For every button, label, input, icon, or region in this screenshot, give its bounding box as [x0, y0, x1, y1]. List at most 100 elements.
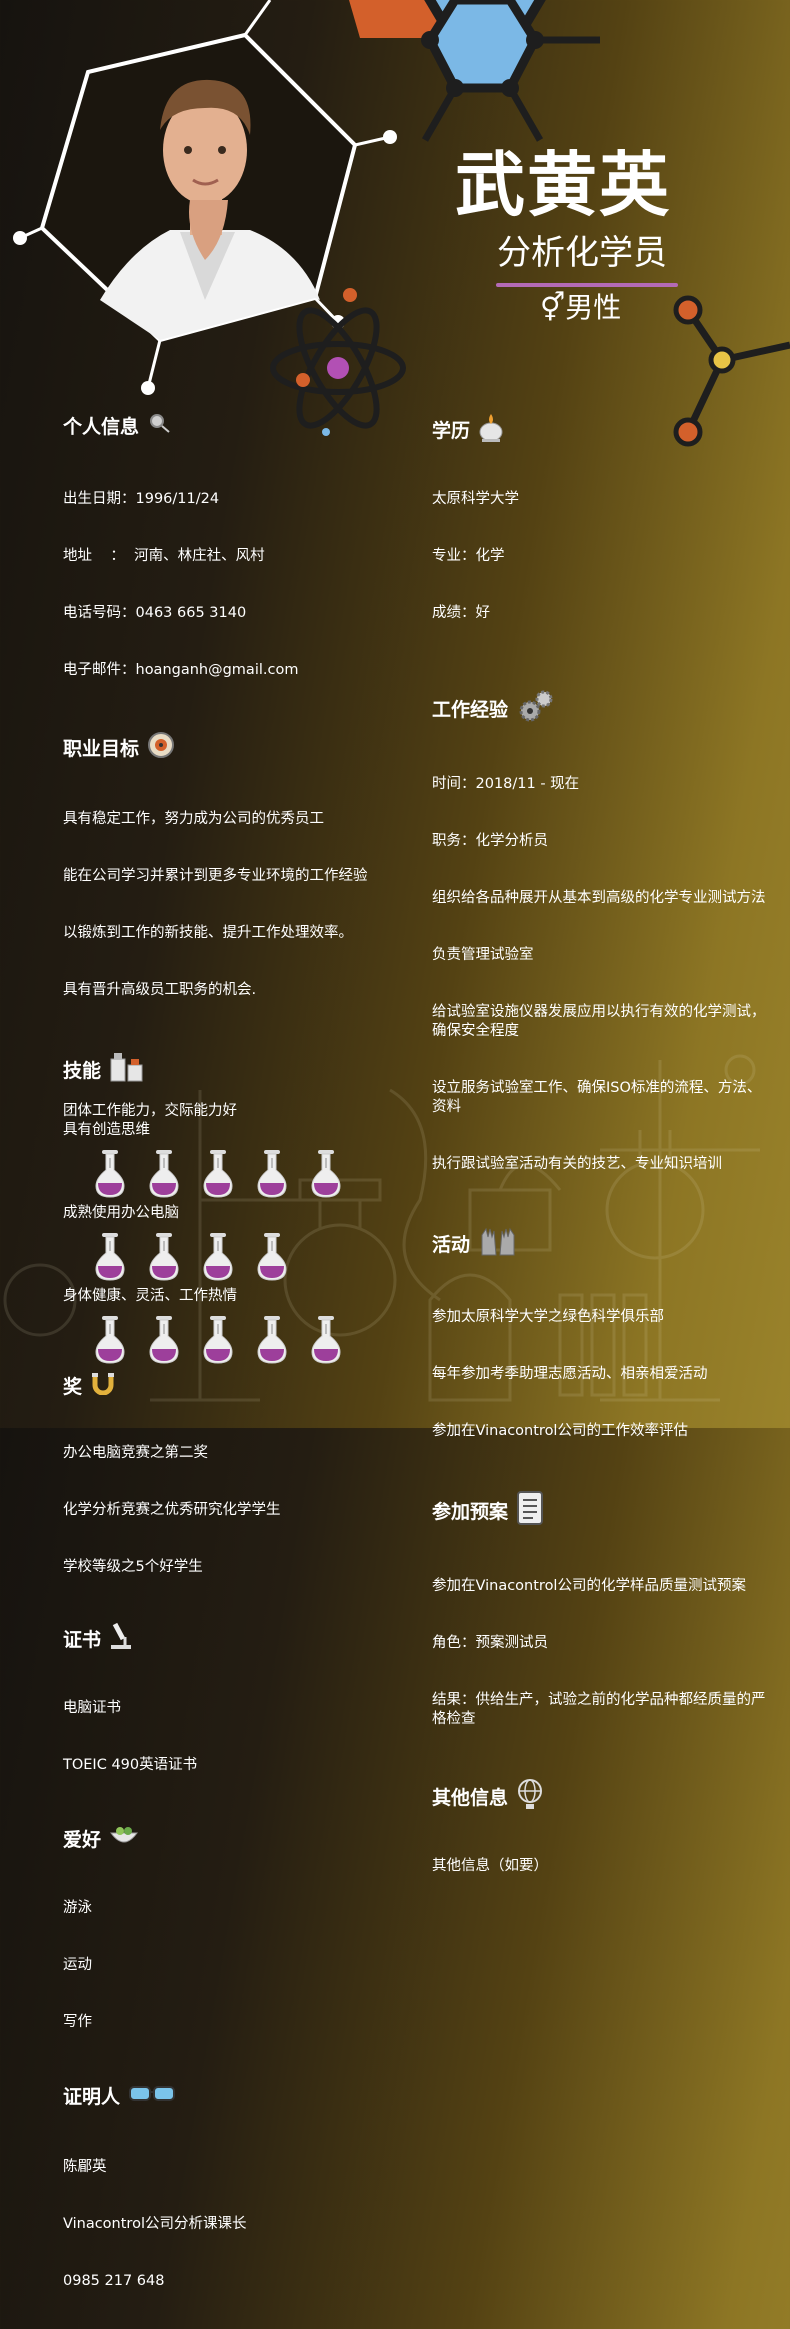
flask-icon [149, 1233, 179, 1281]
projects-heading-text: 参加预案 [432, 1500, 509, 1523]
flask-icon [311, 1150, 341, 1198]
experience-info: 时间：2018/11 - 现在 职务：化学分析员 组织给各品种展开从基本到高级的… [432, 737, 772, 1212]
other-line: 其他信息（如要） [432, 1858, 548, 1874]
goal-line: 能在公司学习并累计到更多专业环境的工作经验 [63, 868, 368, 884]
hobby-line: 游泳 [63, 1900, 92, 1916]
activities-heading: 活动 [432, 1227, 772, 1258]
skill-label: 身体健康、灵活、工作热情 [63, 1288, 237, 1304]
referee-heading-text: 证明人 [63, 2085, 121, 2108]
skills-heading: 技能 [63, 1052, 408, 1084]
gears-icon [516, 689, 554, 728]
flask-icon [203, 1316, 233, 1364]
skill-rating [95, 1150, 408, 1198]
hobby-line: 运动 [63, 1957, 92, 1973]
award-line: 办公电脑竞赛之第二奖 [63, 1445, 208, 1461]
goal-heading: 职业目标 [63, 731, 408, 764]
flask-icon [311, 1316, 341, 1364]
gender-icon: ⚥ [540, 291, 566, 324]
flask-icon [149, 1150, 179, 1198]
projects-heading: 参加预案 [432, 1490, 772, 1525]
education-line: 成绩：好 [432, 605, 490, 621]
activity-line: 参加在Vinacontrol公司的工作效率评估 [432, 1423, 688, 1439]
flask-icon [257, 1233, 287, 1281]
experience-line: 组织给各品种展开从基本到高级的化学专业测试方法 [432, 890, 766, 906]
globe-icon [516, 1777, 544, 1816]
award-line: 学校等级之5个好学生 [63, 1559, 203, 1575]
flask-icon [95, 1316, 125, 1364]
bowl-icon [109, 1825, 139, 1852]
skill-label: 团体工作能力，交际能力好 具有创造思维 [63, 1103, 237, 1138]
hobbies-heading-text: 爱好 [63, 1828, 102, 1851]
background-decoration [42, 0, 790, 447]
magnet-icon [90, 1371, 116, 1400]
referee-heading: 证明人 [63, 2080, 408, 2110]
title-underline [496, 283, 678, 287]
other-info: 其他信息（如要） [432, 1819, 772, 1914]
experience-line: 给试验室设施仪器发展应用以执行有效的化学测试，确保安全程度 [432, 1004, 766, 1039]
experience-line: 职务：化学分析员 [432, 833, 548, 849]
goggles-icon [128, 2082, 176, 2109]
target-icon [147, 731, 175, 764]
atom-graphic [270, 307, 406, 429]
hobbies-list: 游泳 运动 写作 [63, 1861, 408, 2070]
certs-heading-text: 证书 [63, 1628, 102, 1651]
experience-line: 执行跟试验室活动有关的技艺、专业知识培训 [432, 1156, 722, 1172]
activities-heading-text: 活动 [432, 1233, 471, 1256]
hobby-line: 写作 [63, 2014, 92, 2030]
personal-line: 电子邮件：hoanganh@gmail.com [63, 662, 299, 678]
left-column: 个人信息 出生日期：1996/11/24 地址 ： 河南、林庄社、风村 电话号码… [63, 410, 408, 2329]
hobbies-heading: 爱好 [63, 1823, 408, 1853]
skill-label: 成熟使用办公电脑 [63, 1205, 179, 1221]
skills-heading-text: 技能 [63, 1059, 102, 1082]
education-heading-text: 学历 [432, 419, 471, 442]
certs-list: 电脑证书 TOEIC 490英语证书 [63, 1661, 408, 1813]
activities-list: 参加太原科学大学之绿色科学俱乐部 每年参加考季助理志愿活动、相亲相爱活动 参加在… [432, 1270, 772, 1479]
education-heading: 学历 [432, 412, 772, 447]
microscope-icon [109, 1621, 133, 1656]
clipboard-icon [516, 1490, 544, 1531]
other-heading-text: 其他信息 [432, 1786, 509, 1809]
gender: ⚥男性 [540, 294, 621, 322]
personal-line: 电话号码：0463 665 3140 [63, 605, 247, 621]
flask-icon [203, 1150, 233, 1198]
flask-icon [95, 1150, 125, 1198]
skill-rating [95, 1316, 408, 1364]
awards-heading-text: 奖 [63, 1375, 83, 1398]
personal-info: 出生日期：1996/11/24 地址 ： 河南、林庄社、风村 电话号码：0463… [63, 452, 408, 718]
gender-label: 男性 [565, 291, 622, 324]
education-info: 太原科学大学 专业：化学 成绩：好 [432, 452, 772, 661]
personal-line: 地址 ： 河南、林庄社、风村 [63, 548, 265, 564]
profile-photo [100, 79, 320, 340]
education-line: 太原科学大学 [432, 491, 519, 507]
experience-heading: 工作经验 [432, 690, 772, 723]
bottles-icon [109, 1051, 145, 1088]
flask-icon [203, 1233, 233, 1281]
project-line: 参加在Vinacontrol公司的化学样品质量测试预案 [432, 1578, 746, 1594]
activity-line: 参加太原科学大学之绿色科学俱乐部 [432, 1309, 664, 1325]
goal-line: 具有晋升高级员工职务的机会. [63, 982, 257, 998]
experience-heading-text: 工作经验 [432, 698, 509, 721]
project-line: 结果：供给生产，试验之前的化学品种都经质量的严格检查 [432, 1692, 766, 1727]
goal-heading-text: 职业目标 [63, 737, 140, 760]
experience-line: 负责管理试验室 [432, 947, 534, 963]
personal-heading-text: 个人信息 [63, 415, 140, 438]
education-line: 专业：化学 [432, 548, 505, 564]
projects-info: 参加在Vinacontrol公司的化学样品质量测试预案 角色：预案测试员 结果：… [432, 1539, 772, 1767]
goal-text: 具有稳定工作，努力成为公司的优秀员工 能在公司学习并累计到更多专业环境的工作经验… [63, 772, 408, 1038]
referee-line: Vinacontrol公司分析课课长 [63, 2216, 247, 2232]
job-title: 分析化学员 [497, 233, 667, 273]
flask-icon [149, 1316, 179, 1364]
gloves-icon [478, 1225, 518, 1262]
right-column: 学历 太原科学大学 专业：化学 成绩：好 工作经验 时间：2018/11 - 现… [432, 412, 772, 1914]
other-heading: 其他信息 [432, 1778, 772, 1811]
flask-icon [257, 1316, 287, 1364]
cert-line: 电脑证书 [63, 1700, 121, 1716]
goal-line: 具有稳定工作，努力成为公司的优秀员工 [63, 811, 324, 827]
orange-atom [673, 295, 703, 325]
candidate-name: 武黄英 [455, 143, 671, 226]
referee-line: 0985 217 648 [63, 2273, 165, 2289]
flask-icon [257, 1150, 287, 1198]
skill-rating [95, 1233, 408, 1281]
award-line: 化学分析竞赛之优秀研究化学学生 [63, 1502, 281, 1518]
burner-icon [478, 412, 504, 447]
